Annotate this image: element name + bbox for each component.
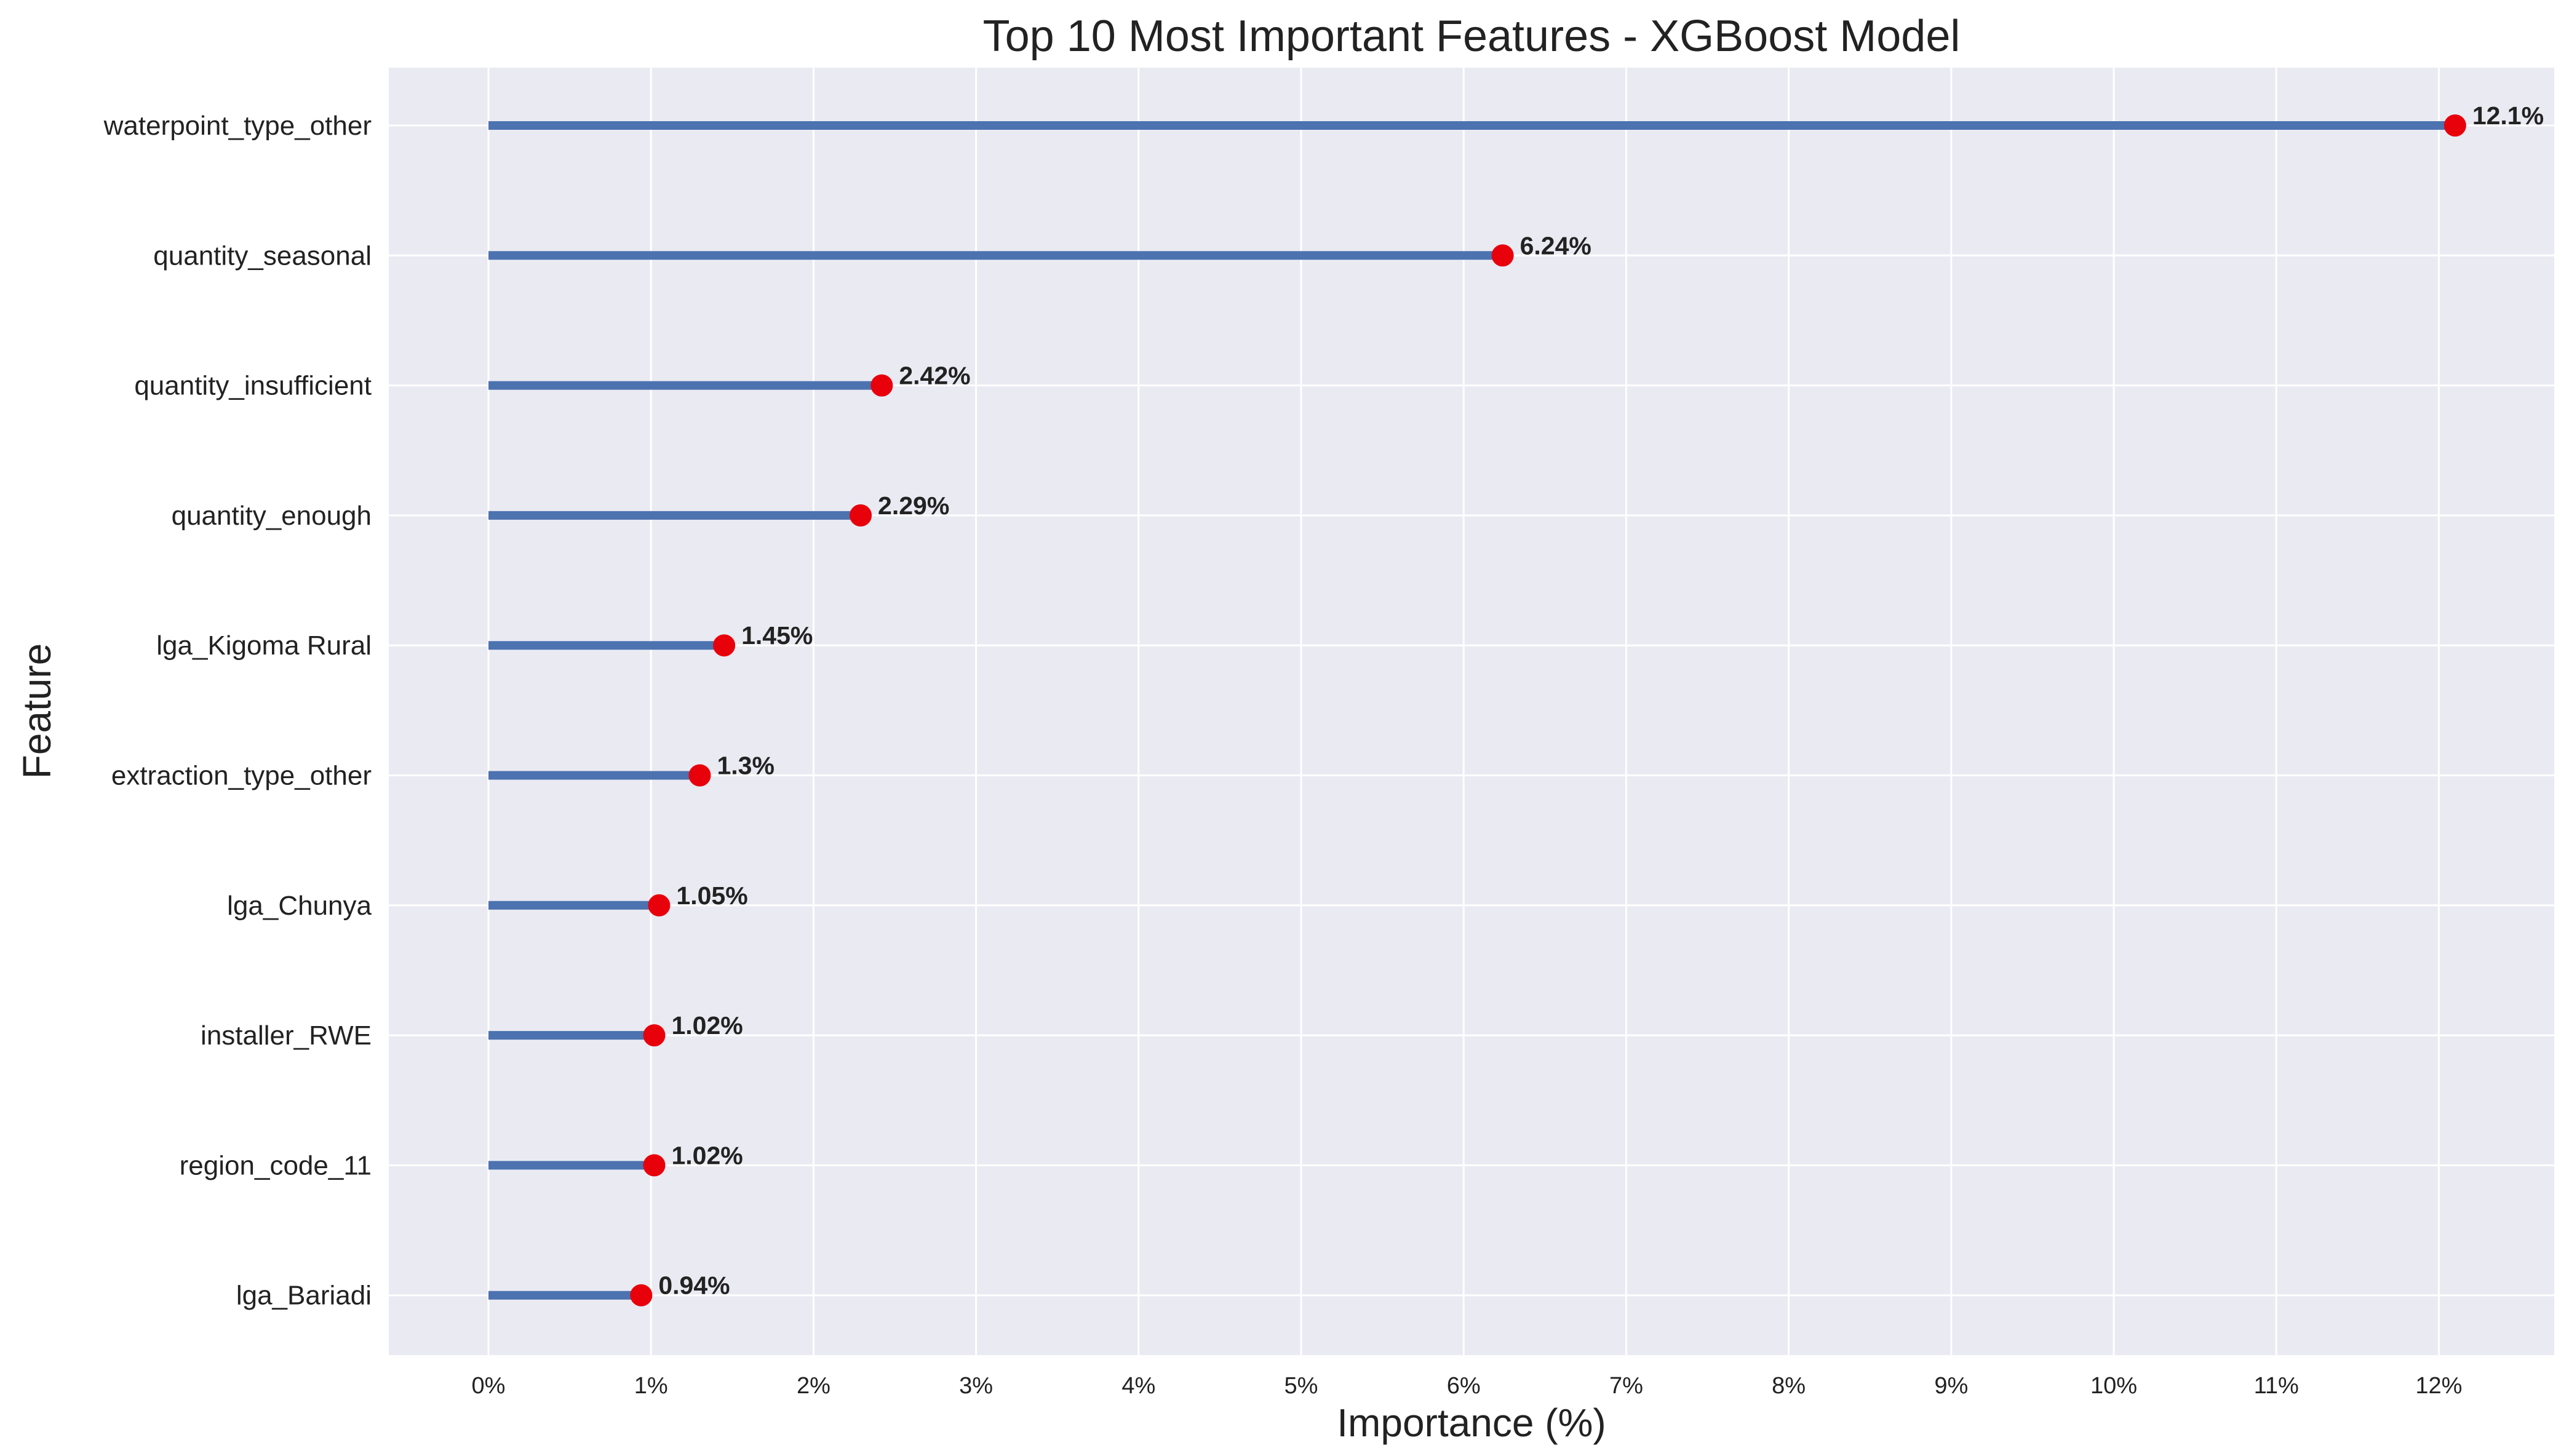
x-tick-label: 12% — [2415, 1373, 2462, 1399]
y-tick-label-5: lga_Kigoma Rural — [156, 631, 372, 661]
x-tick-label: 0% — [472, 1373, 506, 1399]
x-tick-label: 7% — [1609, 1373, 1643, 1399]
x-tick-label: 1% — [634, 1373, 668, 1399]
x-tick-label: 11% — [2254, 1373, 2299, 1399]
y-tick-labels: waterpoint_type_other quantity_seasonalqu… — [103, 111, 372, 1311]
marker-1 — [2444, 114, 2466, 137]
x-tick-label: 9% — [1934, 1373, 1968, 1399]
y-tick-label-4: quantity_enough — [172, 501, 372, 531]
plot-area — [389, 68, 2554, 1355]
y-axis-label: Feature — [15, 643, 59, 779]
chart-title: Top 10 Most Important Features - XGBoost… — [983, 12, 1961, 61]
data-label-2: 6.24% — [1520, 231, 1591, 260]
y-tick-label-8: installer_RWE — [201, 1020, 372, 1051]
data-label-8: 1.02% — [671, 1011, 743, 1040]
markers — [630, 114, 2466, 1307]
x-tick-label: 2% — [797, 1373, 830, 1399]
y-tick-label-6: extraction_type_other — [111, 761, 372, 791]
x-axis-label: Importance (%) — [1337, 1401, 1606, 1445]
data-label-10: 0.94% — [658, 1271, 730, 1300]
x-tick-label: 4% — [1121, 1373, 1155, 1399]
data-label-7: 1.05% — [676, 881, 747, 910]
marker-6 — [688, 764, 711, 787]
data-label-3: 2.42% — [899, 362, 970, 390]
marker-5 — [713, 634, 736, 657]
marker-10 — [630, 1284, 653, 1307]
marker-8 — [643, 1024, 666, 1047]
marker-7 — [648, 894, 671, 917]
y-tick-label-1: waterpoint_type_other — [103, 111, 372, 141]
x-tick-label: 3% — [959, 1373, 993, 1399]
data-label-5: 1.45% — [741, 621, 813, 650]
x-tick-label: 8% — [1772, 1373, 1806, 1399]
x-tick-label: 6% — [1447, 1373, 1481, 1399]
data-label-9: 1.02% — [671, 1141, 743, 1169]
marker-9 — [643, 1154, 666, 1177]
marker-4 — [850, 504, 872, 527]
y-tick-label-3: quantity_insufficient — [134, 371, 372, 401]
data-label-4: 2.29% — [878, 491, 949, 520]
data-label-1: 12.1% — [2472, 101, 2544, 130]
y-tick-label-10: lga_Bariadi — [236, 1281, 372, 1311]
marker-3 — [870, 374, 893, 397]
y-tick-label-9: region_code_11 — [180, 1150, 372, 1180]
data-labels: 12.1% 6.24% 2.42% 2.29% 1.45% 1.3% 1.05% 1.02% 1… — [658, 101, 2544, 1300]
x-tick-label: 5% — [1284, 1373, 1318, 1399]
marker-2 — [1491, 244, 1514, 267]
x-tick-label: 10% — [2090, 1373, 2137, 1399]
y-tick-label-2: quantity_seasonal — [153, 241, 372, 271]
stems — [488, 121, 2455, 1300]
data-label-6: 1.3% — [717, 752, 774, 780]
y-tick-label-7: lga_Chunya — [227, 891, 372, 921]
x-tick-labels: 0% 1% 2% 3% 4% 5% 6% 7% 8% 9% 10% 11% 12% — [472, 1373, 2463, 1399]
